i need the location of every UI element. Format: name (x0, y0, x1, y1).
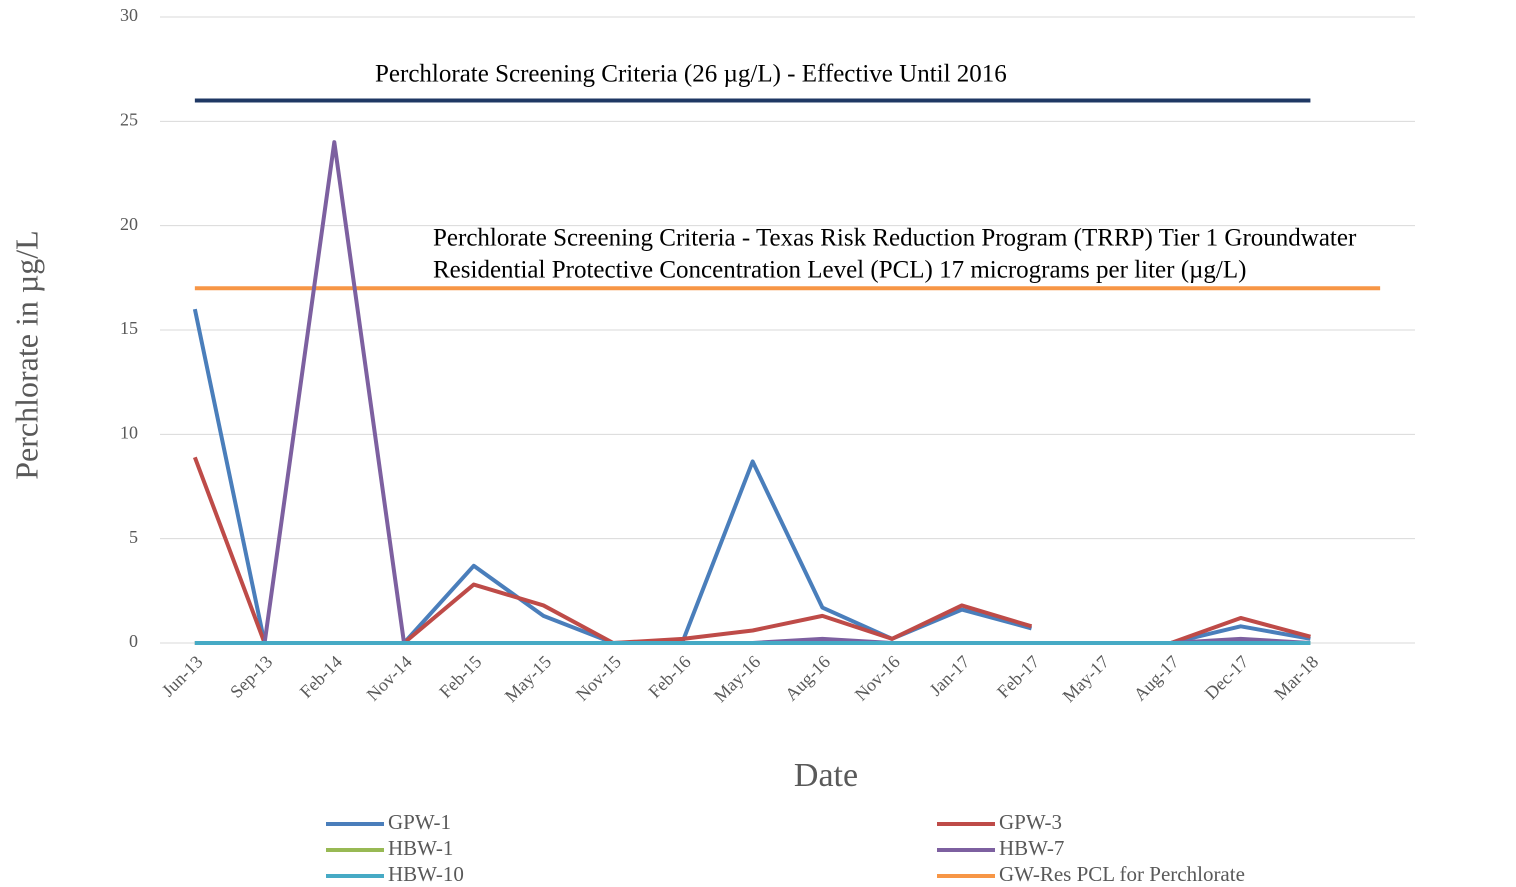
x-tick-label: Aug-16 (781, 652, 834, 705)
x-tick-label: Feb-17 (993, 652, 1043, 702)
series-line (192, 456, 1311, 645)
legend-label: HBW-10 (388, 862, 464, 886)
series-line (194, 140, 1311, 645)
series-line (192, 308, 1311, 645)
legend-label: GPW-3 (999, 810, 1062, 834)
x-tick-label: Nov-16 (851, 652, 904, 705)
x-tick-label: Feb-14 (296, 652, 346, 702)
y-tick-label: 10 (120, 422, 138, 442)
y-tick-label: 0 (129, 631, 138, 651)
y-axis-label: Perchlorate in µg/L (8, 230, 44, 479)
x-tick-label: Jan-17 (925, 652, 973, 700)
x-tick-label: Nov-15 (572, 652, 625, 705)
y-tick-label: 5 (129, 527, 138, 547)
x-tick-label: Jun-13 (158, 652, 207, 701)
x-tick-label: Feb-15 (435, 652, 485, 702)
annotation: Perchlorate Screening Criteria - Texas R… (433, 225, 1357, 252)
legend-label: HBW-7 (999, 836, 1064, 860)
y-tick-label: 15 (120, 318, 138, 338)
annotation: Residential Protective Concentration Lev… (433, 257, 1246, 284)
x-tick-label: Dec-17 (1201, 652, 1253, 704)
x-tick-label: Mar-18 (1270, 652, 1322, 704)
x-tick-label: May-17 (1059, 652, 1113, 706)
legend-label: GPW-1 (388, 810, 451, 834)
y-tick-label: 30 (120, 5, 138, 25)
annotation: Perchlorate Screening Criteria (26 µg/L)… (375, 61, 1007, 88)
legend-label: HBW-1 (388, 836, 453, 860)
y-tick-label: 25 (120, 109, 138, 129)
x-tick-label: Sep-13 (226, 652, 276, 702)
x-axis-label: Date (794, 757, 858, 794)
y-tick-label: 20 (120, 214, 138, 234)
x-tick-label: May-15 (501, 652, 555, 706)
x-tick-label: May-16 (710, 652, 764, 706)
x-tick-label: Nov-14 (363, 652, 416, 705)
x-tick-label: Aug-17 (1130, 652, 1183, 705)
legend-label: GW-Res PCL for Perchlorate (999, 862, 1245, 886)
x-tick-label: Feb-16 (644, 652, 694, 702)
